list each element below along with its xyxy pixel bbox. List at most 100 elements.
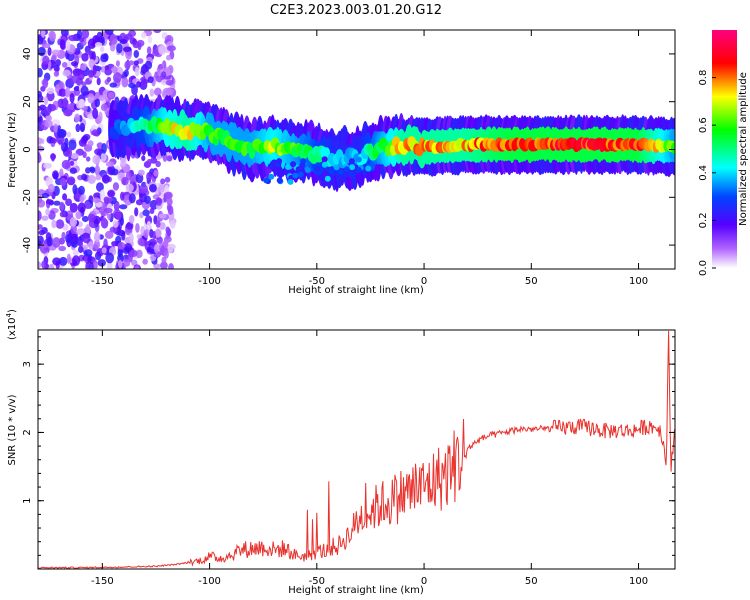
heatmap-cell bbox=[78, 185, 85, 195]
snr-y-label: SNR (10 * v/v) bbox=[7, 394, 18, 465]
heatmap-cell bbox=[111, 66, 118, 74]
heatmap-cell bbox=[59, 256, 68, 266]
heatmap-cell bbox=[91, 129, 99, 137]
heatmap-cell bbox=[150, 157, 158, 164]
x-tick-label: -50 bbox=[309, 276, 325, 287]
heatmap-cell bbox=[100, 103, 108, 112]
x-tick-label: 50 bbox=[525, 276, 538, 287]
y-tick-label: 2 bbox=[22, 429, 33, 435]
heatmap-cell bbox=[276, 177, 283, 184]
heatmap-cell bbox=[105, 252, 115, 264]
heatmap-cell bbox=[81, 52, 89, 62]
heatmap-cell bbox=[53, 123, 58, 133]
heatmap-cell bbox=[321, 161, 328, 168]
heatmap-cell bbox=[46, 236, 53, 247]
heatmap-cell bbox=[76, 30, 83, 40]
heatmap-cell bbox=[45, 208, 50, 216]
heatmap-cell bbox=[120, 157, 127, 167]
heatmap-cell bbox=[103, 207, 113, 214]
heatmap-cell bbox=[75, 123, 81, 133]
heatmap-cell bbox=[168, 263, 174, 269]
heatmap-cell bbox=[61, 159, 71, 170]
snr-series-line bbox=[38, 330, 675, 569]
heatmap-cell bbox=[71, 240, 79, 248]
heatmap-cell bbox=[103, 196, 110, 204]
heatmap-cell bbox=[153, 169, 159, 177]
heatmap-cell bbox=[133, 60, 139, 66]
heatmap-cell bbox=[51, 219, 57, 229]
heatmap-cell bbox=[106, 261, 113, 269]
heatmap-cell bbox=[156, 236, 163, 244]
heatmap-cell bbox=[128, 82, 137, 89]
heatmap-cell bbox=[38, 114, 43, 125]
heatmap-cell bbox=[287, 178, 294, 185]
heatmap-cell bbox=[290, 161, 297, 168]
snr-x-label: Height of straight line (km) bbox=[288, 585, 424, 596]
heatmap-cell bbox=[80, 63, 87, 71]
heatmap-cell bbox=[80, 85, 89, 96]
heatmap-cell bbox=[135, 249, 143, 259]
heatmap-cell bbox=[146, 158, 152, 166]
x-tick-label: -100 bbox=[198, 576, 221, 587]
y-tick-label: 0 bbox=[22, 146, 33, 152]
heatmap-cell bbox=[94, 98, 101, 108]
x-tick-label: 0 bbox=[421, 576, 427, 587]
heatmap-cell bbox=[98, 36, 105, 43]
heatmap-cell bbox=[70, 224, 77, 235]
heatmap-cell bbox=[66, 253, 71, 264]
heatmap-cell bbox=[100, 66, 106, 73]
y-tick-label: 20 bbox=[22, 95, 33, 108]
heatmap-cell bbox=[43, 106, 51, 116]
heatmap-cell bbox=[77, 202, 86, 214]
heatmap-cell bbox=[69, 160, 75, 166]
heatmap-cell bbox=[121, 77, 129, 88]
heatmap-cell bbox=[151, 231, 157, 239]
heatmap-cell bbox=[324, 175, 331, 182]
heatmap-cell bbox=[142, 209, 150, 217]
heatmap-cell bbox=[71, 255, 81, 267]
heatmap-cell bbox=[113, 72, 122, 84]
heatmap-cell bbox=[63, 109, 73, 117]
heatmap-cell bbox=[59, 201, 65, 211]
heatmap-cell bbox=[328, 168, 335, 175]
x-tick-label: -150 bbox=[91, 276, 114, 287]
heatmap-cell bbox=[38, 137, 43, 144]
heatmap-cell bbox=[146, 46, 152, 55]
heatmap-cell bbox=[349, 164, 356, 171]
heatmap-cell bbox=[69, 92, 75, 104]
heatmap-cell bbox=[72, 184, 78, 195]
heatmap-cell bbox=[129, 176, 134, 185]
heatmap-cell bbox=[109, 226, 118, 233]
heatmap-cell bbox=[51, 137, 57, 144]
heatmap-cell bbox=[102, 174, 110, 184]
heatmap-cell bbox=[164, 88, 174, 96]
heatmap-cell bbox=[134, 66, 140, 77]
heatmap-cell bbox=[85, 156, 91, 162]
heatmap-cell bbox=[134, 207, 139, 217]
heatmap-cell bbox=[343, 166, 350, 173]
heatmap-cell bbox=[164, 176, 171, 183]
heatmap-cell bbox=[93, 231, 101, 243]
heatmap-cell bbox=[155, 228, 162, 238]
heatmap-cell bbox=[125, 199, 131, 206]
heatmap-cell bbox=[94, 165, 101, 176]
heatmap-cell bbox=[104, 67, 113, 76]
heatmap-cell bbox=[41, 215, 49, 221]
heatmap-cell bbox=[119, 191, 125, 201]
heatmap-cell bbox=[51, 49, 61, 56]
snr-y-ticks: 1 2 3 bbox=[22, 336, 675, 556]
heatmap-cell bbox=[79, 122, 86, 133]
heatmap-cell bbox=[38, 224, 43, 230]
heatmap-cell bbox=[92, 154, 101, 165]
heatmap-cell bbox=[156, 197, 163, 206]
spectrogram-panel: -150 -100 -50 0 50 100 -40 -20 0 20 40 Height of … bbox=[7, 29, 676, 296]
heatmap-cell bbox=[134, 265, 140, 269]
heatmap-cell bbox=[59, 39, 66, 50]
heatmap-cell bbox=[38, 152, 41, 163]
heatmap-cell bbox=[94, 148, 103, 156]
heatmap-cell bbox=[333, 164, 340, 171]
heatmap-cell bbox=[39, 243, 48, 249]
x-tick-label: -150 bbox=[91, 576, 114, 587]
heatmap-cell bbox=[59, 177, 67, 187]
heatmap-cell bbox=[123, 242, 133, 252]
